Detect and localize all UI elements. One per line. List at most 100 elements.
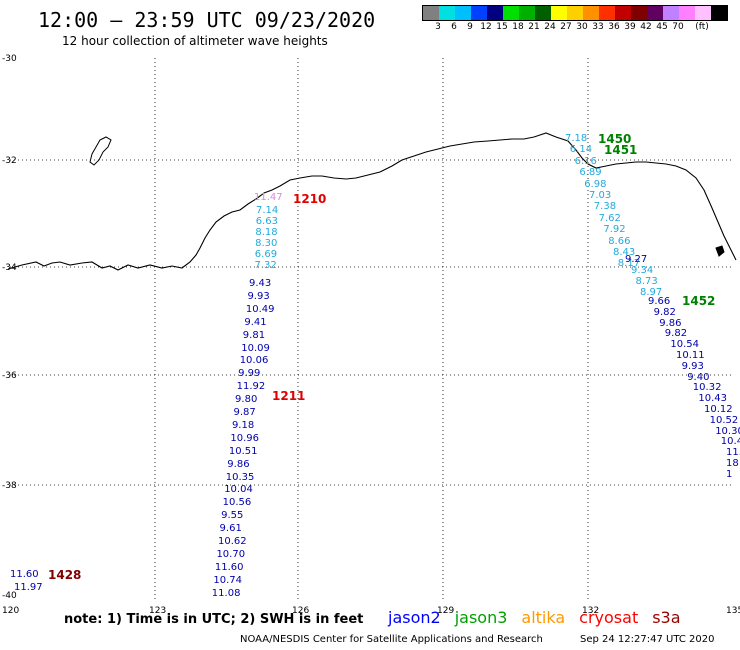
time-label: 1428 [48,568,82,582]
wave-value: 9.43 [249,278,272,289]
lat-label: -38 [2,481,17,491]
time-label: 1452 [682,294,716,308]
wave-value: 10.4 [720,436,740,448]
grid [10,58,733,600]
wave-value: 9.99 [238,368,261,380]
wave-value: 9.18 [231,419,255,431]
legend-label: 33 [592,22,604,32]
wave-value: 8.73 [635,276,658,287]
wave-value: 9.40 [687,371,710,383]
wave-value: 10.70 [216,548,246,560]
note-text: note: 1) Time is in UTC; 2) SWH is in fe… [64,612,364,627]
wave-value: 10.06 [239,355,269,367]
wave-value: 7.32 [254,260,277,271]
lon-label: 120 [2,606,19,616]
timestamp-text: Sep 24 12:27:47 UTC 2020 [580,634,715,645]
legend-swatches [422,5,728,21]
legend-swatch [503,6,519,20]
wave-value: 10.74 [213,574,242,586]
lat-label: -34 [2,263,17,273]
legend-swatch [647,6,663,20]
wave-value: 10.12 [704,404,733,415]
color-legend: 3 6 9 12 15 18 21 24 27 30 33 36 39 42 45 70 (ft) [422,5,728,33]
wave-value: 9.87 [233,407,256,418]
wave-value: 11.97 [14,582,43,593]
wave-value: 7.18 [565,133,588,144]
legend-label: 3 [435,22,441,32]
wave-value: 11.60 [214,561,244,573]
wave-value: 9.61 [219,523,242,535]
legend-swatch [615,6,631,20]
wave-value: 6.98 [584,178,607,190]
wave-value: 10.32 [692,382,722,394]
wave-value: 7.03 [589,190,612,201]
legend-swatch [711,6,727,20]
legend-label: 45 [656,22,668,32]
wave-value: 10.52 [709,414,739,426]
time-label: 1451 [604,143,638,157]
satellite-legend: jason2 jason3 altika cryosat s3a [388,608,695,627]
wave-value: 9.93 [247,290,270,302]
wave-value: 10.35 [225,471,255,483]
legend-label: 18 [512,22,524,32]
legend-label: 6 [451,22,457,32]
island-2 [715,245,725,257]
lat-label: -32 [2,156,17,166]
legend-label: 36 [608,22,620,32]
wave-value: 9.66 [648,296,671,307]
legend-swatch [663,6,679,20]
wave-value: 6.69 [254,249,278,260]
legend-swatch [471,6,487,20]
wave-value: 10.56 [222,497,252,509]
legend-swatch [631,6,647,20]
legend-label: (ft) [695,22,709,32]
time-label: 1211 [272,389,306,403]
wave-value: 11.47 [254,192,283,203]
lat-label: -30 [2,54,17,64]
satellite-altika: altika [521,608,566,627]
legend-swatch [423,6,439,20]
lon-label: 132 [582,606,599,616]
legend-label: 27 [560,22,572,32]
wave-value: 10.11 [676,350,705,361]
satellite-jason2: jason2 [388,608,441,627]
legend-label: 39 [624,22,636,32]
wave-value: 6.16 [574,155,597,167]
wave-value: 6.14 [569,144,593,156]
legend-label: 70 [672,22,684,32]
wave-value: 10.30 [715,425,740,437]
legend-swatch [519,6,535,20]
wave-value: 9.86 [227,458,250,470]
legend-swatch [583,6,599,20]
wave-value: 9.80 [235,394,258,406]
wave-value: 7.62 [598,212,621,224]
wave-value: 11.08 [211,587,241,599]
wave-value: 7.14 [256,205,279,216]
wave-value: 8.43 [613,247,636,258]
lat-label: -40 [2,591,17,601]
legend-label: 30 [576,22,588,32]
credit-text: NOAA/NESDIS Center for Satellite Applica… [240,634,543,645]
wave-value: 9.55 [221,510,244,522]
legend-swatch [439,6,455,20]
wave-value: 18 [726,458,739,469]
legend-label: 9 [467,22,473,32]
lat-label: -36 [2,371,17,381]
page-title: 12:00 – 23:59 UTC 09/23/2020 [38,8,376,32]
lon-label: 135 [726,606,740,616]
legend-label: 21 [528,22,540,32]
wave-value: 10.62 [218,536,247,547]
wave-value: 10.51 [228,445,258,457]
wave-value: 6.89 [579,167,602,179]
wave-value: 11.60 [10,569,39,580]
lon-label: 123 [149,606,166,616]
wave-value: 10.96 [230,432,260,444]
legend-swatch [599,6,615,20]
wave-value: 7.38 [593,201,617,213]
legend-label: 42 [640,22,652,32]
wave-value: 9.86 [659,317,682,329]
legend-labels: 3 6 9 12 15 18 21 24 27 30 33 36 39 42 45 70 (ft) [422,21,728,33]
wave-value: 8.30 [255,238,278,249]
wave-value: 10.43 [698,393,728,405]
